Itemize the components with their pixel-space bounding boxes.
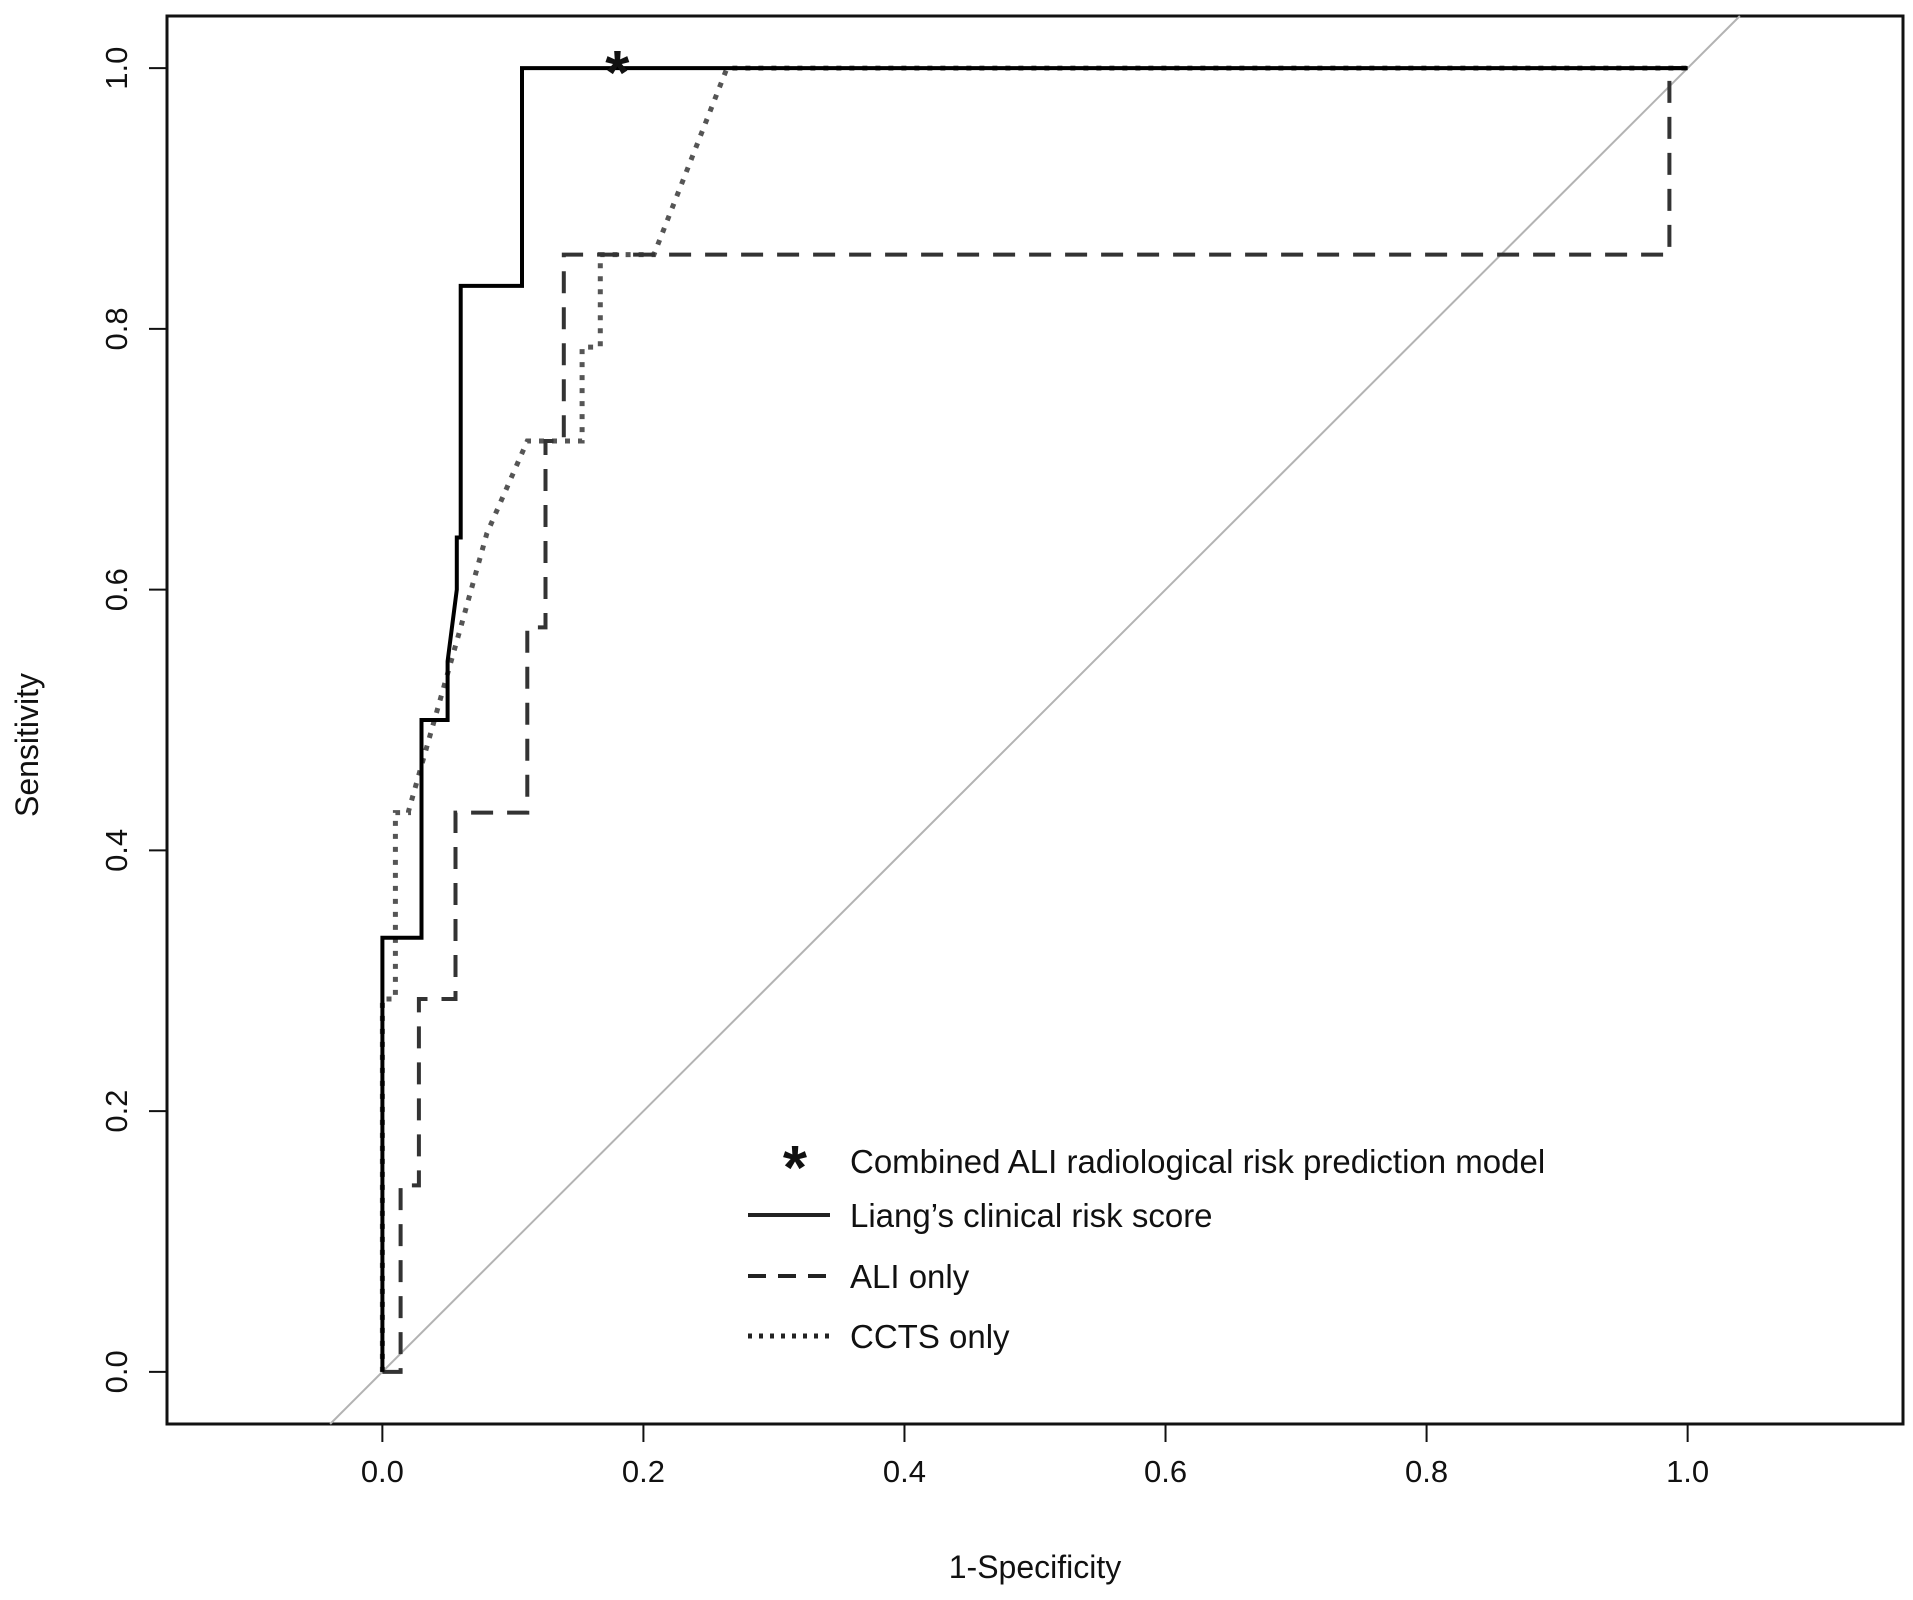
legend-label: Combined ALI radiological risk predictio… — [850, 1143, 1545, 1180]
x-tick-label: 0.4 — [883, 1454, 926, 1489]
x-tick-label: 0.2 — [622, 1454, 665, 1489]
x-axis: 0.0 0.2 0.4 0.6 0.8 1.0 — [361, 1423, 1709, 1489]
y-axis-label: Sensitivity — [9, 673, 45, 817]
series-line-liang-s-clinical-risk-score — [380, 66, 1688, 1372]
series-line-ccts-only — [379, 65, 1688, 1372]
y-tick-label: 0.6 — [99, 568, 134, 611]
reference-diagonal-line — [329, 15, 1741, 1425]
legend-marker-symbol: * — [783, 1134, 808, 1203]
y-tick-label: 1.0 — [99, 47, 134, 90]
y-tick-label: 0.8 — [99, 307, 134, 350]
legend-label: ALI only — [850, 1258, 970, 1295]
legend-label: Liang’s clinical risk score — [850, 1197, 1213, 1234]
x-tick-label: 0.8 — [1405, 1454, 1448, 1489]
y-axis: 0.0 0.2 0.4 0.6 0.8 1.0 — [99, 47, 167, 1393]
marker-layer: * — [605, 39, 630, 108]
x-tick-label: 0.6 — [1144, 1454, 1187, 1489]
series-layer — [379, 65, 1688, 1374]
legend-label: CCTS only — [850, 1318, 1010, 1355]
y-tick-label: 0.0 — [99, 1350, 134, 1393]
x-tick-label: 1.0 — [1666, 1454, 1709, 1489]
x-axis-label: 1-Specificity — [949, 1549, 1122, 1585]
y-tick-label: 0.2 — [99, 1090, 134, 1133]
combined-model-marker: * — [605, 39, 630, 108]
legend: * Combined ALI radiological risk predicti… — [748, 1134, 1545, 1355]
reference-line-layer — [329, 15, 1741, 1425]
series-line-ali-only — [382, 66, 1688, 1374]
x-tick-label: 0.0 — [361, 1454, 404, 1489]
y-tick-label: 0.4 — [99, 829, 134, 872]
